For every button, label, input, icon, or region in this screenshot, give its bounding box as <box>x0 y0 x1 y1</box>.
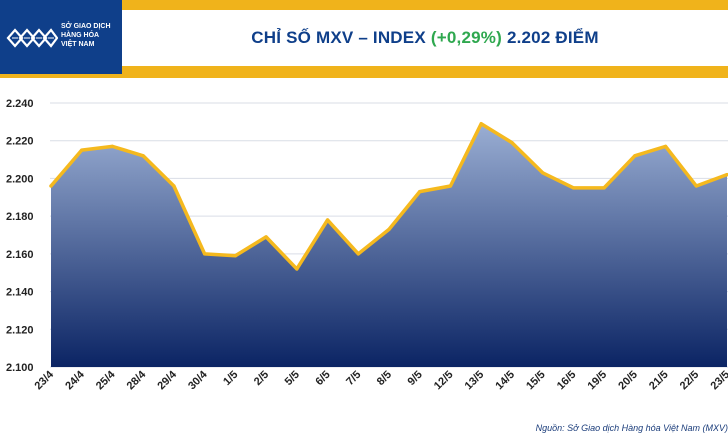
header-band: SỞ GIAO DỊCH HÀNG HÓA VIỆT NAM CHỈ SỐ MX… <box>0 0 728 78</box>
data-point <box>725 173 728 177</box>
x-tick-label: 14/5 <box>493 369 517 393</box>
data-point <box>387 227 391 231</box>
data-point <box>233 254 237 258</box>
x-tick-label: 21/5 <box>647 369 671 393</box>
data-point <box>295 267 299 271</box>
data-point <box>602 186 606 190</box>
data-point <box>694 184 698 188</box>
data-point <box>418 190 422 194</box>
data-point <box>325 218 330 222</box>
data-point <box>110 144 115 148</box>
x-tick-label: 25/4 <box>94 368 118 392</box>
data-point <box>571 186 575 190</box>
data-point <box>633 154 637 158</box>
x-tick-label: 19/5 <box>586 369 610 393</box>
data-point <box>541 171 545 175</box>
chart-area: 2.100 2.120 2.140 2.160 2.180 2.200 2.220 2.240… <box>0 78 728 437</box>
source-note: Nguồn: Sở Giao dịch Hàng hóa Việt Nam (M… <box>535 423 728 433</box>
data-point <box>49 184 53 188</box>
data-point <box>479 122 483 126</box>
x-tick-label: 24/4 <box>63 368 87 392</box>
x-tick-label: 13/5 <box>463 369 487 393</box>
x-tick-label: 16/5 <box>555 369 579 393</box>
data-point <box>663 144 668 148</box>
data-point <box>264 235 268 239</box>
y-tick-label: 2.240 <box>6 98 34 110</box>
x-tick-label: 5/5 <box>283 369 302 388</box>
logo: SỞ GIAO DỊCH HÀNG HÓA VIỆT NAM <box>0 0 122 74</box>
y-tick-label: 2.180 <box>6 211 34 223</box>
y-tick-label: 2.100 <box>6 362 34 374</box>
title-value: 2.202 ĐIỂM <box>506 28 599 47</box>
logo-text: SỞ GIAO DỊCH HÀNG HÓA VIỆT NAM <box>61 22 121 49</box>
data-point <box>203 252 207 256</box>
x-tick-label: 23/5 <box>708 369 728 393</box>
y-tick-label: 2.140 <box>6 287 34 299</box>
x-tick-label: 20/5 <box>616 369 640 393</box>
x-tick-label: 7/5 <box>344 369 363 388</box>
logo-line-2: HÀNG HÓA <box>61 32 100 39</box>
logo-mark-icon <box>6 28 58 48</box>
data-point <box>80 148 84 152</box>
data-point <box>356 252 360 256</box>
data-point <box>510 141 514 145</box>
logo-line-3: VIỆT NAM <box>61 41 95 48</box>
x-axis-labels: 23/4 24/4 25/4 28/4 29/4 30/4 1/5 2/5 5/5 6/5 7/5 8… <box>32 368 728 392</box>
x-tick-label: 28/4 <box>125 368 149 392</box>
x-tick-label: 15/5 <box>524 369 548 393</box>
series-area <box>51 123 727 367</box>
x-tick-label: 9/5 <box>406 369 425 388</box>
data-point <box>448 184 453 188</box>
title-change: (+0,29%) <box>430 28 502 47</box>
logo-line-1: SỞ GIAO DỊCH <box>61 23 111 30</box>
y-axis-labels: 2.100 2.120 2.140 2.160 2.180 2.200 2.220 2.240 <box>6 98 34 374</box>
x-tick-label: 30/4 <box>186 368 210 392</box>
x-tick-label: 2/5 <box>252 369 271 388</box>
x-tick-label: 22/5 <box>678 369 702 393</box>
title-main: CHỈ SỐ MXV – INDEX <box>251 28 426 47</box>
series-layer <box>49 121 728 367</box>
data-point <box>141 154 145 158</box>
y-tick-label: 2.160 <box>6 249 34 261</box>
y-tick-label: 2.120 <box>6 324 34 336</box>
y-tick-label: 2.200 <box>6 173 34 185</box>
chart-title: CHỈ SỐ MXV – INDEX (+0,29%) 2.202 ĐIỂM <box>122 10 728 66</box>
data-point <box>172 184 176 188</box>
x-tick-label: 1/5 <box>221 369 240 388</box>
x-tick-label: 29/4 <box>155 368 179 392</box>
y-tick-label: 2.220 <box>6 136 34 148</box>
area-chart: 2.100 2.120 2.140 2.160 2.180 2.200 2.220 2.240… <box>6 98 728 392</box>
x-tick-label: 23/4 <box>32 368 56 392</box>
x-tick-label: 8/5 <box>375 369 394 388</box>
x-tick-label: 6/5 <box>313 369 332 388</box>
x-tick-label: 12/5 <box>432 369 456 393</box>
